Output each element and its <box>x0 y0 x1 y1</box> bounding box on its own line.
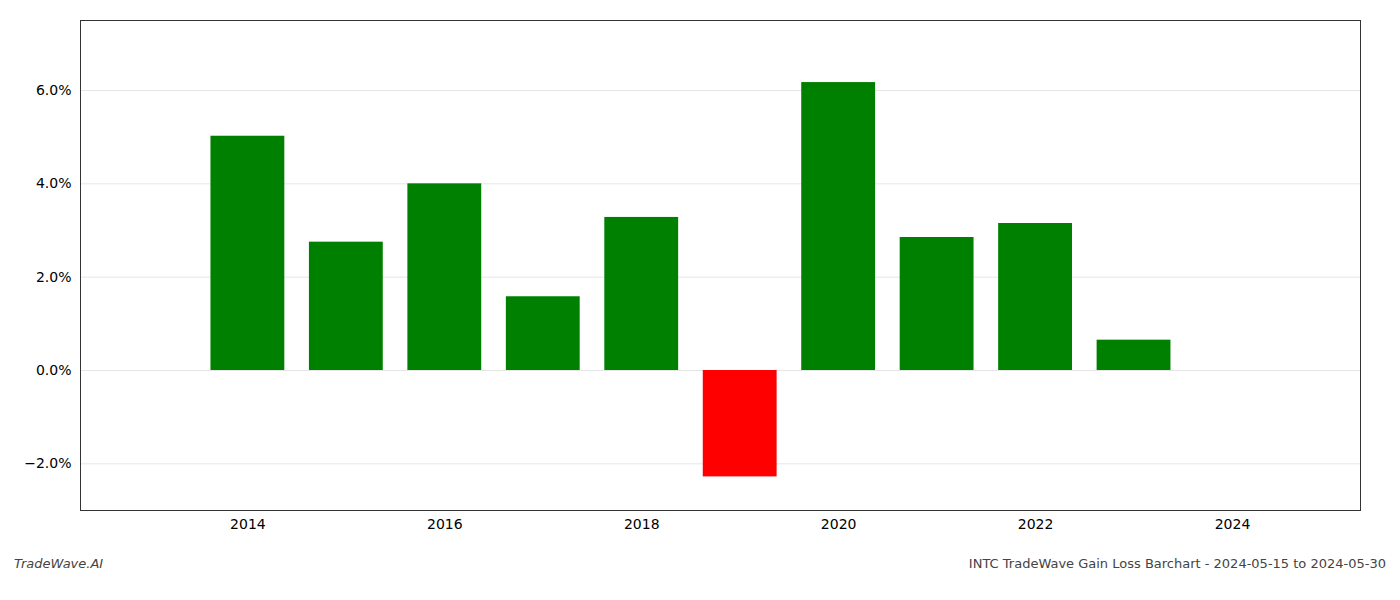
svg-text:2016: 2016 <box>427 516 463 532</box>
html-text:INTC TradeWave Gain Loss Barch: INTC TradeWave Gain Loss Barchart - 2024… <box>968 556 1386 571</box>
svg-text:4.0%: 4.0% <box>36 175 72 191</box>
html-text:TradeWave.AI: TradeWave.AI <box>14 556 104 571</box>
svg-text:2022: 2022 <box>1018 516 1054 532</box>
svg-text:6.0%: 6.0% <box>36 82 72 98</box>
svg-text:2014: 2014 <box>230 516 266 532</box>
svg-text:0.0%: 0.0% <box>36 362 72 378</box>
svg-text:2024: 2024 <box>1215 516 1251 532</box>
svg-text:2020: 2020 <box>821 516 857 532</box>
svg-text:−2.0%: −2.0% <box>24 455 71 471</box>
svg-text:2018: 2018 <box>624 516 660 532</box>
svg-text:2.0%: 2.0% <box>36 269 72 285</box>
